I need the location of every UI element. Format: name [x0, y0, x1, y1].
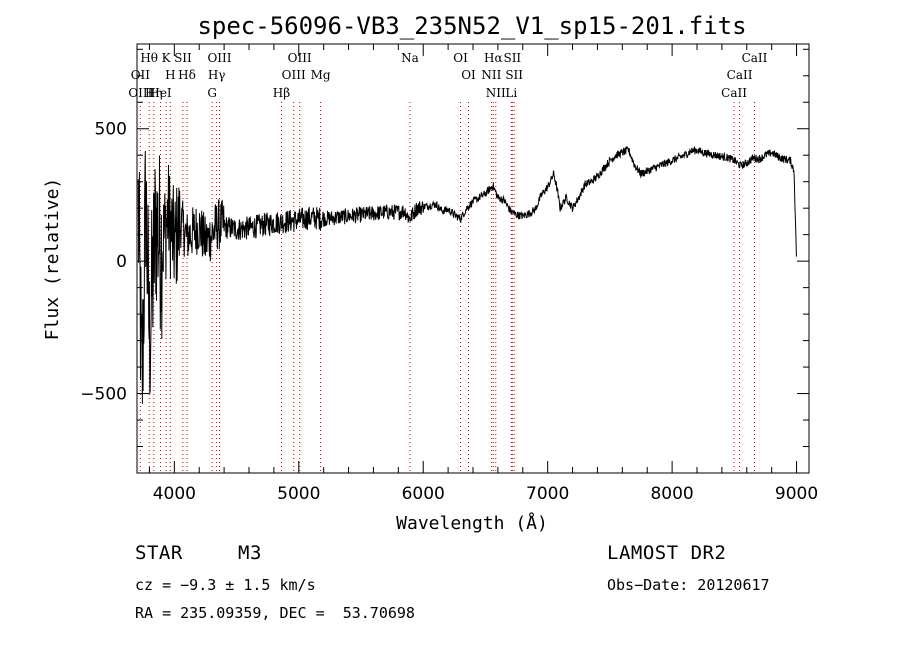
line-marker-label: Mg — [311, 68, 331, 82]
line-marker-label: Hδ — [178, 68, 196, 82]
line-marker-label: NII — [481, 68, 501, 82]
y-tick-label: −500 — [80, 385, 127, 405]
line-marker-label: Li — [505, 86, 517, 100]
x-tick-label: 8000 — [650, 484, 693, 504]
line-marker-label: SII — [505, 68, 523, 82]
line-marker-label: OII — [131, 68, 151, 82]
line-marker-label: G — [207, 86, 217, 100]
line-marker-label: Na — [401, 51, 419, 65]
x-tick-label: 4000 — [153, 484, 196, 504]
line-marker-label: H — [165, 68, 175, 82]
line-marker-label: SII — [503, 51, 521, 65]
x-axis-label: Wavelength (Å) — [396, 512, 548, 534]
x-tick-label: 6000 — [402, 484, 445, 504]
object-subclass: M3 — [238, 542, 262, 564]
line-marker-label: OIII — [282, 68, 306, 82]
line-marker-label: Hγ — [208, 68, 226, 82]
y-tick-label: 500 — [95, 120, 127, 140]
survey-name: LAMOST DR2 — [607, 542, 727, 564]
spectrum-line — [137, 146, 797, 404]
line-marker-label: Hη — [145, 86, 163, 100]
redshift-text: cz = −9.3 ± 1.5 km/s — [135, 576, 316, 594]
line-marker-label: CaII — [727, 68, 753, 82]
line-marker-label: HeI — [149, 86, 172, 100]
axis-ticks — [137, 44, 809, 473]
y-axis-label: Flux (relative) — [42, 178, 63, 341]
line-marker-label: OIII — [288, 51, 312, 65]
axis-tick-labels: 4000 5000 6000 7000 8000 9000 −500 0 500 — [80, 120, 818, 504]
line-marker-label: OI — [453, 51, 468, 65]
line-marker-label: OIII — [128, 86, 152, 100]
coordinates-text: RA = 235.09359, DEC = 53.70698 — [135, 604, 415, 622]
line-marker-label: CaII — [721, 86, 747, 100]
obs-date: Obs−Date: 20120617 — [607, 576, 770, 594]
line-marker-label: CaII — [742, 51, 768, 65]
y-tick-label: 0 — [116, 252, 127, 272]
line-marker-label: Hα — [484, 51, 503, 65]
x-tick-label: 9000 — [775, 484, 818, 504]
object-class: STAR — [135, 542, 183, 564]
line-marker-label: NII — [486, 86, 506, 100]
line-marker-label: Hβ — [273, 86, 290, 100]
line-marker-label: Hθ — [140, 51, 158, 65]
x-tick-label: 7000 — [526, 484, 569, 504]
line-marker-label: K — [162, 51, 172, 65]
line-marker-label: OI — [461, 68, 476, 82]
line-marker-label: SII — [174, 51, 192, 65]
x-tick-label: 5000 — [277, 484, 320, 504]
chart-title: spec-56096-VB3_235N52_V1_sp15-201.fits — [197, 12, 746, 40]
line-marker-label: OIII — [207, 51, 231, 65]
